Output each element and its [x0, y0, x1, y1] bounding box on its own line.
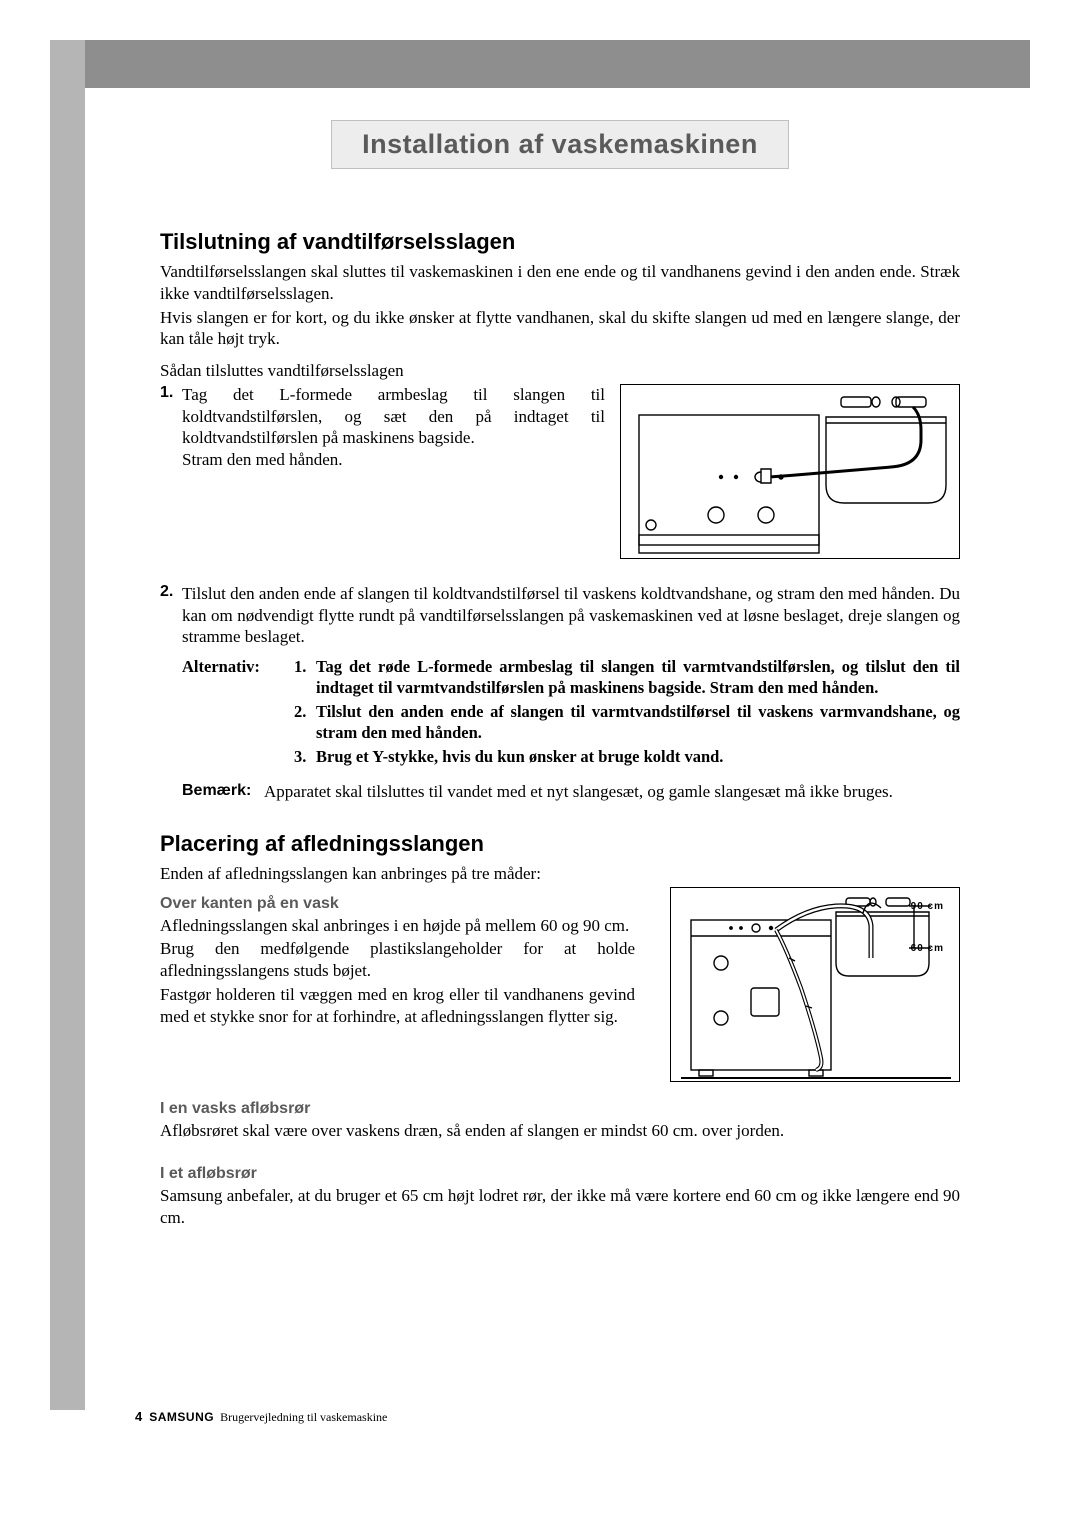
step-number: 1.: [160, 384, 182, 471]
section1-intro1: Vandtilførselsslangen skal sluttes til v…: [160, 261, 960, 305]
title-box: Installation af vaskemaskinen: [331, 120, 789, 169]
sub1-p1: Afledningsslangen skal anbringes i en hø…: [160, 915, 635, 937]
alternative-block: Alternativ: 1. Tag det røde L-formede ar…: [160, 656, 960, 767]
alt3-text: Brug et Y-stykke, hvis du kun ønsker at …: [316, 746, 960, 767]
page-number: 4: [135, 1409, 142, 1424]
doc-title: Brugervejledning til vaskemaskine: [220, 1410, 387, 1424]
section2-heading: Placering af afledningsslangen: [160, 831, 960, 857]
alt1-text: Tag det røde L-formede armbeslag til sla…: [316, 656, 960, 699]
manual-page: Installation af vaskemaskinen Tilslutnin…: [0, 0, 1080, 1533]
alt-num: 1.: [294, 656, 316, 699]
figure-water-supply: [620, 384, 960, 559]
list-item: 1. Tag det L-formede armbeslag til slang…: [160, 384, 605, 471]
alt2-text: Tilslut den anden ende af slangen til va…: [316, 701, 960, 744]
alt-label: Alternativ:: [182, 656, 294, 699]
alt-num: 2.: [294, 701, 316, 744]
step1-row: 1. Tag det L-formede armbeslag til slang…: [160, 384, 960, 559]
step-number: 2.: [160, 583, 182, 648]
note-row: Bemærk: Apparatet skal tilsluttes til va…: [160, 781, 960, 803]
content-area: Installation af vaskemaskinen Tilslutnin…: [160, 120, 960, 1231]
note-label: Bemærk:: [182, 781, 264, 803]
drain-row: Over kanten på en vask Afledningsslangen…: [160, 887, 960, 1082]
header-bar: [50, 40, 1030, 88]
alt-num: 3.: [294, 746, 316, 767]
sub1-p3: Fastgør holderen til væggen med en krog …: [160, 984, 635, 1028]
fig-label-60cm: 60 cm: [911, 943, 944, 954]
sub2-p: Afløbsrøret skal være over vaskens dræn,…: [160, 1120, 960, 1142]
sub3-p: Samsung anbefaler, at du bruger et 65 cm…: [160, 1185, 960, 1229]
sub2-heading: I en vasks afløbsrør: [160, 1100, 960, 1118]
page-footer: 4 SAMSUNG Brugervejledning til vaskemask…: [135, 1409, 387, 1425]
step1-text-a: Tag det L-formede armbeslag til slangen …: [182, 385, 605, 448]
section1-intro2: Hvis slangen er for kort, og du ikke øns…: [160, 307, 960, 351]
section2-intro: Enden af afledningsslangen kan anbringes…: [160, 863, 960, 885]
side-bar: [50, 40, 85, 1410]
step1-text-b: Stram den med hånden.: [182, 450, 343, 469]
figure-drain-hose: 90 cm 60 cm: [670, 887, 960, 1082]
fig-label-90cm: 90 cm: [911, 901, 944, 912]
sub1-heading: Over kanten på en vask: [160, 895, 635, 913]
sub3-heading: I et afløbsrør: [160, 1165, 960, 1183]
section1-heading: Tilslutning af vandtilførselsslagen: [160, 229, 960, 255]
brand-name: SAMSUNG: [149, 1410, 214, 1424]
sub1-p2: Brug den medfølgende plastikslangeholder…: [160, 938, 635, 982]
step2-text: Tilslut den anden ende af slangen til ko…: [182, 583, 960, 648]
note-text: Apparatet skal tilsluttes til vandet med…: [264, 781, 960, 803]
page-title: Installation af vaskemaskinen: [362, 129, 758, 160]
list-item: 2. Tilslut den anden ende af slangen til…: [160, 583, 960, 648]
section1-howto: Sådan tilsluttes vandtilførselsslagen: [160, 360, 960, 382]
